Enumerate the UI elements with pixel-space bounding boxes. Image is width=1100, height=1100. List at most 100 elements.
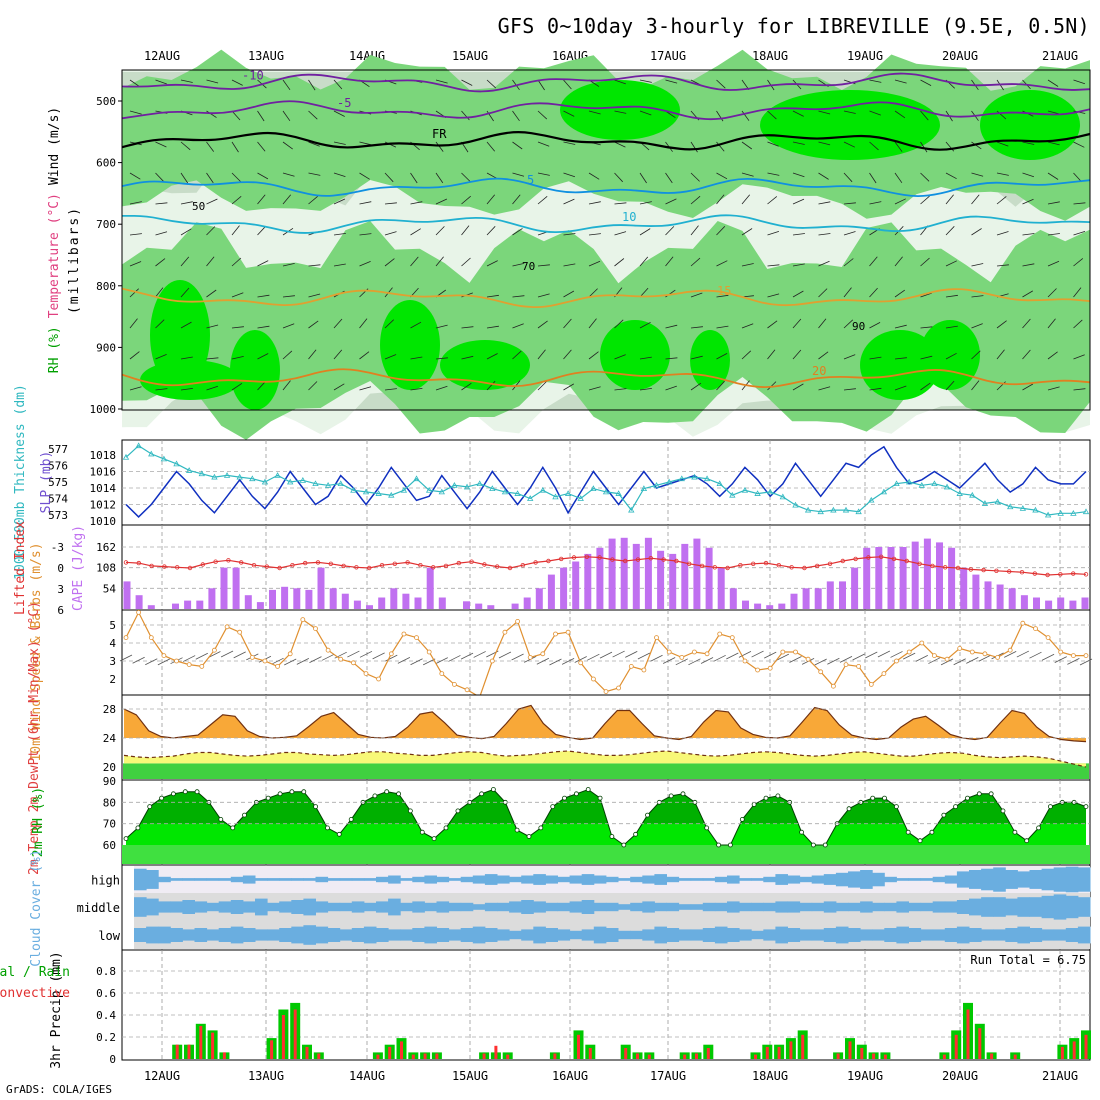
- wind-barb-10m: [182, 655, 196, 662]
- precip-conv-bar: [836, 1053, 840, 1059]
- cloud-cell: [690, 929, 704, 941]
- cloud-cell: [134, 897, 147, 917]
- wind-barb-10m: [625, 651, 638, 658]
- rh-band-90: [760, 90, 940, 160]
- wind10m-marker: [831, 683, 836, 689]
- wind-barb: [537, 195, 548, 205]
- cloud-cell: [242, 875, 256, 884]
- wind-barb: [1047, 318, 1056, 329]
- cloud-cell: [618, 904, 631, 910]
- precip-conv-bar: [860, 1048, 864, 1059]
- cloud-cell: [339, 929, 353, 941]
- wind10m-marker: [679, 655, 685, 660]
- cloud-level-label: middle: [77, 901, 120, 915]
- cloud-cell: [605, 902, 619, 912]
- cloud-cell: [690, 904, 704, 910]
- rh2m-marker: [751, 802, 757, 807]
- wind-barb: [435, 198, 448, 205]
- thickness-marker: [148, 450, 155, 457]
- wind-barb: [384, 202, 397, 205]
- wind-barb: [588, 110, 601, 115]
- wind-barb: [1022, 141, 1035, 145]
- wind-barb: [971, 141, 982, 150]
- lifted-index-marker: [226, 558, 231, 563]
- cloud-cell: [690, 878, 704, 881]
- wind10m-panel: 2 3 4 5 10m Wind Speed & Barbs (m/s): [29, 542, 1093, 762]
- wind-barb: [180, 356, 193, 360]
- wind-barb: [690, 195, 701, 205]
- cape-bar: [717, 567, 725, 609]
- lifted-index-marker: [751, 561, 756, 566]
- lifted-index-marker: [802, 565, 807, 571]
- lifted-index-marker: [725, 565, 730, 571]
- cape-bar: [341, 593, 349, 609]
- lifted-index-marker: [520, 563, 525, 568]
- wind-barb: [818, 351, 829, 360]
- precip-conv-bar: [942, 1054, 946, 1059]
- rh2m-marker: [574, 791, 579, 797]
- precip-tick: 0.8: [96, 965, 116, 978]
- wind10m-panel-frame: [121, 609, 1091, 696]
- lifted-index-marker: [776, 563, 781, 568]
- wind-barb: [563, 349, 572, 360]
- wind-barb: [741, 194, 751, 205]
- rh-band-90: [920, 320, 980, 390]
- wind-barb: [818, 201, 831, 205]
- cloud-cell: [751, 902, 764, 912]
- cloud-cell: [932, 929, 946, 941]
- thickness-marker: [918, 481, 925, 488]
- lifted-index-marker: [443, 563, 449, 569]
- wind-barb: [767, 264, 780, 267]
- thickness-marker: [527, 495, 534, 501]
- wind-barb: [792, 383, 804, 391]
- cloud-cell: [932, 876, 946, 883]
- rh2m-marker: [455, 808, 461, 814]
- cape-bar: [742, 600, 749, 609]
- precip-tick: 0.6: [96, 987, 116, 1000]
- wind-barb-10m: [321, 653, 335, 661]
- lifted-index-line: [125, 556, 1087, 576]
- wind-barb: [894, 357, 907, 360]
- wind-barb-10m: [1067, 658, 1080, 665]
- date-label-bottom: 21AUG: [1042, 1069, 1078, 1083]
- wind-barb: [1022, 290, 1034, 298]
- lifted-index-marker: [469, 559, 474, 564]
- wind-barb: [512, 295, 525, 298]
- thickness-marker: [1070, 510, 1077, 516]
- lifted-index-marker: [328, 561, 333, 566]
- wind-barb: [308, 349, 317, 360]
- cloud-cell: [412, 876, 425, 883]
- wind-barb: [563, 263, 576, 267]
- wind-barb-10m: [1029, 651, 1042, 659]
- wind-barb: [869, 287, 878, 298]
- wind-barb: [1047, 201, 1060, 205]
- cloud-cell: [363, 902, 377, 912]
- lifted-index-marker: [968, 567, 973, 572]
- wind-barb: [665, 198, 677, 205]
- thickness-marker: [628, 506, 635, 513]
- temp-ylabel: 2m Temp 2m DewPt (6hr Min/Max) (°C): [27, 601, 42, 875]
- cloud-cell: [593, 875, 607, 884]
- cloud-cell: [811, 875, 825, 884]
- cloud-cell: [1029, 928, 1043, 942]
- precip-conv-bar: [435, 1053, 439, 1059]
- wind-barb: [129, 288, 139, 298]
- thickness-marker: [981, 500, 989, 506]
- wind-barb-10m: [119, 654, 133, 662]
- wind-barb: [894, 256, 903, 267]
- page-title: GFS 0~10day 3-hourly for LIBREVILLE (9.5…: [497, 14, 1090, 38]
- wind10m-marker: [1083, 653, 1089, 658]
- cape-bar: [172, 603, 179, 609]
- thickness-marker: [489, 485, 496, 491]
- slp-tick: 1016: [90, 466, 117, 479]
- isotherm: [121, 177, 1091, 197]
- wind-barb: [308, 293, 321, 298]
- wind-barb: [588, 288, 598, 298]
- cloud-cell: [1005, 928, 1018, 942]
- wind-barb: [843, 354, 856, 360]
- lifted-index-marker: [213, 559, 218, 564]
- wind-barb: [308, 320, 319, 329]
- wind-barb: [359, 233, 372, 236]
- wind10m-marker: [793, 649, 798, 655]
- wind-barb-10m: [726, 652, 739, 660]
